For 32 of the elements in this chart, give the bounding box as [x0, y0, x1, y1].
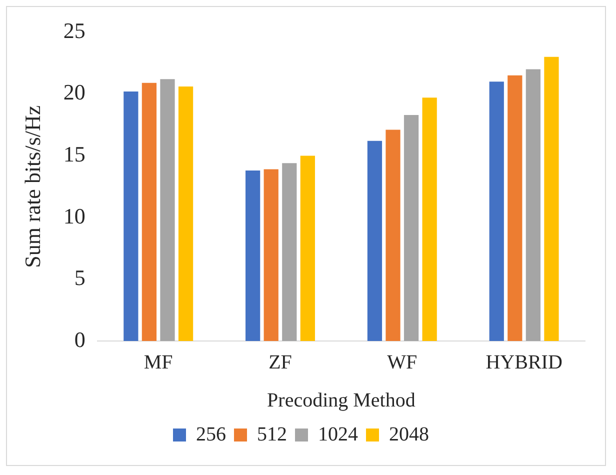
bar	[246, 170, 260, 341]
x-tick-label: HYBRID	[486, 351, 562, 374]
x-tick-label: ZF	[268, 351, 292, 374]
bar	[160, 79, 175, 341]
legend-label: 2048	[389, 423, 429, 446]
x-axis-title: Precoding Method	[267, 389, 416, 412]
bar	[508, 75, 522, 341]
bar	[489, 82, 504, 341]
bar	[404, 114, 419, 341]
bar	[422, 98, 437, 341]
y-axis-title: Sum rate bits/s/Hz	[20, 105, 45, 268]
bar	[526, 69, 541, 341]
bar	[386, 130, 400, 341]
bar	[367, 140, 382, 341]
y-tick-label: 5	[74, 265, 86, 290]
y-tick-label: 15	[63, 142, 86, 166]
bar	[124, 91, 138, 341]
y-tick-label: 25	[63, 18, 86, 43]
bar	[544, 56, 559, 341]
x-tick-label: MF	[144, 351, 173, 374]
x-tick-label: WF	[387, 351, 418, 374]
y-tick-label: 0	[74, 326, 86, 352]
bar	[142, 82, 157, 341]
bar	[264, 169, 278, 341]
bar	[282, 163, 297, 341]
bar	[300, 156, 315, 341]
bar	[178, 86, 194, 341]
legend-label: 512	[257, 423, 287, 446]
y-tick-label: 20	[63, 80, 86, 105]
legend-label: 1024	[318, 423, 358, 446]
y-tick-label: 10	[63, 203, 86, 228]
legend-label: 256	[196, 423, 226, 446]
